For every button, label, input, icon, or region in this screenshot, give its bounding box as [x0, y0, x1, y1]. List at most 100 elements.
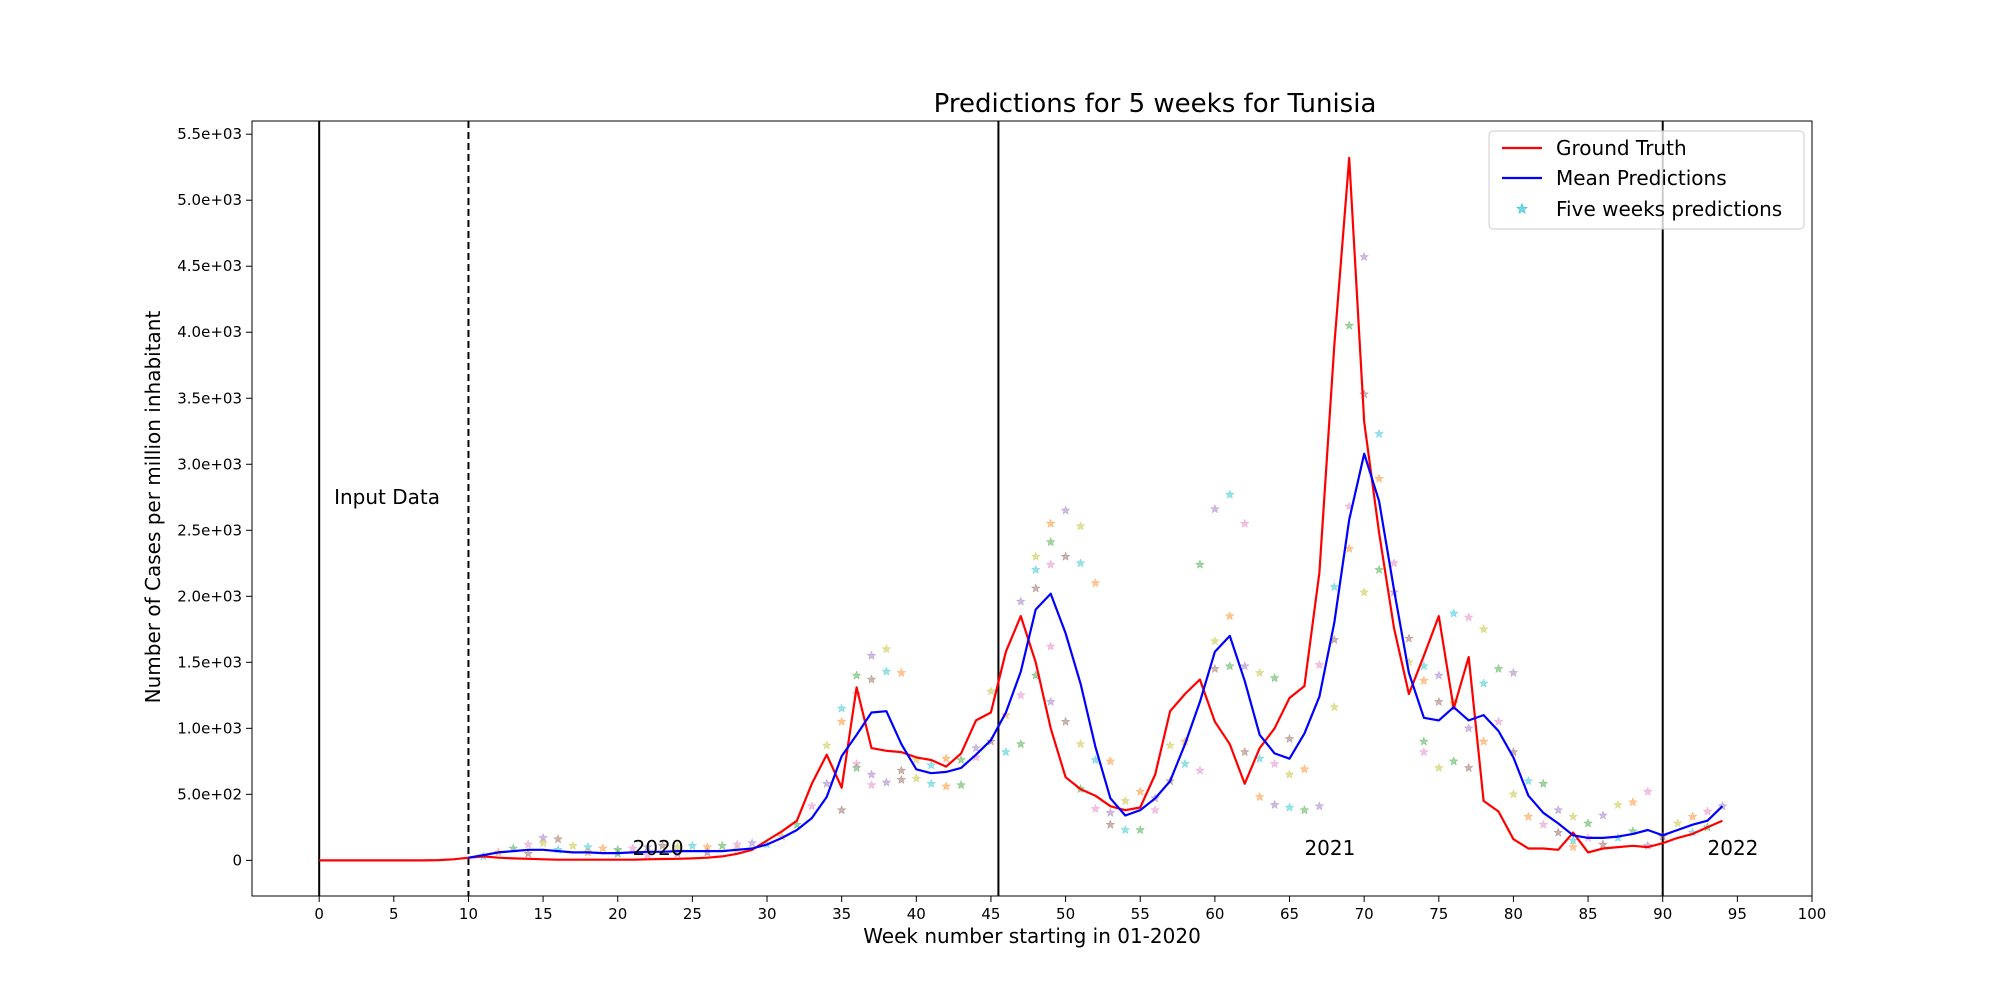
prediction-star-point — [956, 779, 967, 790]
prediction-star-point — [1374, 428, 1385, 439]
prediction-star-point — [1344, 320, 1355, 330]
prediction-star-point — [1523, 811, 1534, 821]
prediction-star-point — [1374, 564, 1385, 575]
x-tick-label: 80 — [1504, 905, 1523, 923]
prediction-star-point — [1463, 762, 1474, 773]
prediction-star-point — [1493, 716, 1504, 726]
x-tick-label: 70 — [1355, 905, 1374, 923]
prediction-star-point — [1060, 551, 1071, 561]
prediction-star-point — [1224, 489, 1235, 499]
x-axis-ticks: 0 5 10 15 20 25 30 35 40 45 50 55 60 65 70 75 80 85 90 95 10… — [314, 896, 1826, 923]
prediction-star-point — [1717, 801, 1728, 811]
prediction-star-point — [568, 840, 578, 851]
prediction-star-point — [1284, 802, 1295, 812]
prediction-star-point — [1508, 667, 1519, 678]
prediction-star-point — [1418, 736, 1429, 746]
prediction-star-point — [597, 843, 608, 853]
x-tick-label: 0 — [314, 905, 324, 923]
y-tick-label: 5.5e+03 — [177, 125, 242, 143]
prediction-star-point — [956, 754, 967, 765]
prediction-star-point — [1687, 811, 1698, 821]
y-axis-label: Number of Cases per million inhabitant — [141, 311, 165, 704]
x-tick-label: 60 — [1205, 905, 1224, 923]
prediction-star-point — [1045, 518, 1056, 528]
prediction-star-point — [1105, 807, 1116, 818]
prediction-star-point — [1299, 764, 1310, 774]
prediction-star-point — [1359, 389, 1370, 399]
prediction-star-point — [1433, 762, 1444, 773]
prediction-star-point — [1030, 564, 1041, 575]
prediction-star-point — [538, 837, 549, 848]
prediction-star-point — [732, 839, 743, 849]
prediction-star-point — [821, 778, 832, 788]
legend-five-weeks-star-icon — [1516, 202, 1528, 215]
prediction-star-point — [1000, 746, 1011, 757]
prediction-star-point — [1105, 756, 1116, 766]
prediction-star-point — [1523, 775, 1534, 786]
prediction-star-point — [1254, 667, 1265, 678]
prediction-star-point — [1418, 675, 1429, 686]
prediction-star-point — [926, 778, 937, 788]
y-tick-label: 0 — [232, 851, 242, 869]
prediction-star-point — [1448, 756, 1459, 766]
prediction-star-point — [1612, 799, 1623, 810]
prediction-star-point — [1284, 769, 1295, 779]
prediction-star-point — [1463, 612, 1474, 622]
x-tick-label: 5 — [389, 905, 399, 923]
prediction-star-point — [1090, 803, 1101, 814]
prediction-star-point — [1180, 758, 1190, 769]
prediction-star-point — [1538, 819, 1549, 829]
prediction-star-point — [1105, 819, 1116, 829]
prediction-star-point — [1448, 608, 1459, 618]
prediction-star-point — [747, 837, 758, 848]
prediction-star-point — [836, 703, 847, 713]
ground-truth-line — [319, 156, 1723, 862]
prediction-star-point — [911, 773, 922, 783]
prediction-star-point — [1254, 791, 1265, 802]
y-tick-label: 5.0e+03 — [177, 191, 242, 209]
prediction-star-point — [1209, 503, 1220, 514]
prediction-star-point — [806, 801, 817, 811]
prediction-star-point — [1075, 521, 1086, 531]
prediction-star-point — [1030, 551, 1041, 561]
prediction-star-point — [687, 840, 698, 851]
prediction-star-point — [1478, 624, 1489, 634]
prediction-star-point — [1568, 811, 1579, 821]
prediction-star-point — [851, 762, 862, 773]
lines-layer — [319, 156, 1724, 862]
prediction-star-point — [851, 758, 862, 769]
prediction-star-point — [1374, 473, 1385, 484]
prediction-star-point — [971, 752, 981, 762]
prediction-star-point — [1433, 696, 1444, 707]
prediction-star-point — [1627, 797, 1638, 807]
x-tick-label: 95 — [1728, 905, 1747, 923]
chart-title: Predictions for 5 weeks for Tunisia — [934, 89, 1377, 119]
prediction-star-point — [1598, 810, 1608, 820]
legend-box — [1488, 130, 1805, 230]
prediction-star-point — [1269, 799, 1280, 810]
prediction-star-point — [1538, 778, 1549, 788]
prediction-star-point — [702, 841, 713, 852]
prediction-star-point — [1553, 804, 1564, 815]
prediction-star-point — [1224, 661, 1235, 671]
prediction-star-point — [1194, 765, 1205, 775]
legend-mean-predictions-label: Mean Predictions — [1556, 166, 1727, 190]
prediction-star-point — [1120, 795, 1131, 806]
prediction-star-point — [851, 670, 862, 680]
prediction-star-point — [881, 666, 892, 676]
prediction-star-point — [1702, 806, 1713, 816]
y-tick-label: 4.0e+03 — [177, 323, 242, 341]
axes-frame — [251, 120, 1813, 897]
x-tick-label: 50 — [1056, 905, 1075, 923]
prediction-star-point — [1150, 804, 1161, 815]
prediction-star-point — [642, 841, 653, 852]
mean-predictions-line — [468, 452, 1724, 859]
annotation-text: 2022 — [1708, 836, 1759, 860]
prediction-star-point — [1389, 558, 1399, 568]
y-tick-label: 2.5e+03 — [177, 521, 242, 539]
prediction-star-point — [1508, 789, 1519, 799]
prediction-star-point — [971, 742, 981, 753]
prediction-star-point — [1239, 746, 1250, 757]
prediction-star-point — [1045, 559, 1056, 569]
annotation-text: 2020 — [633, 836, 684, 860]
